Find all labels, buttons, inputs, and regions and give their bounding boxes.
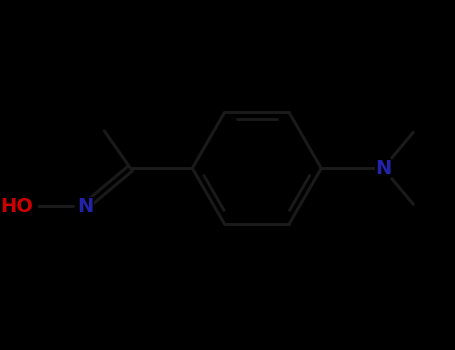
Text: N: N: [375, 159, 391, 178]
Text: HO: HO: [0, 197, 33, 216]
Text: N: N: [77, 197, 93, 216]
